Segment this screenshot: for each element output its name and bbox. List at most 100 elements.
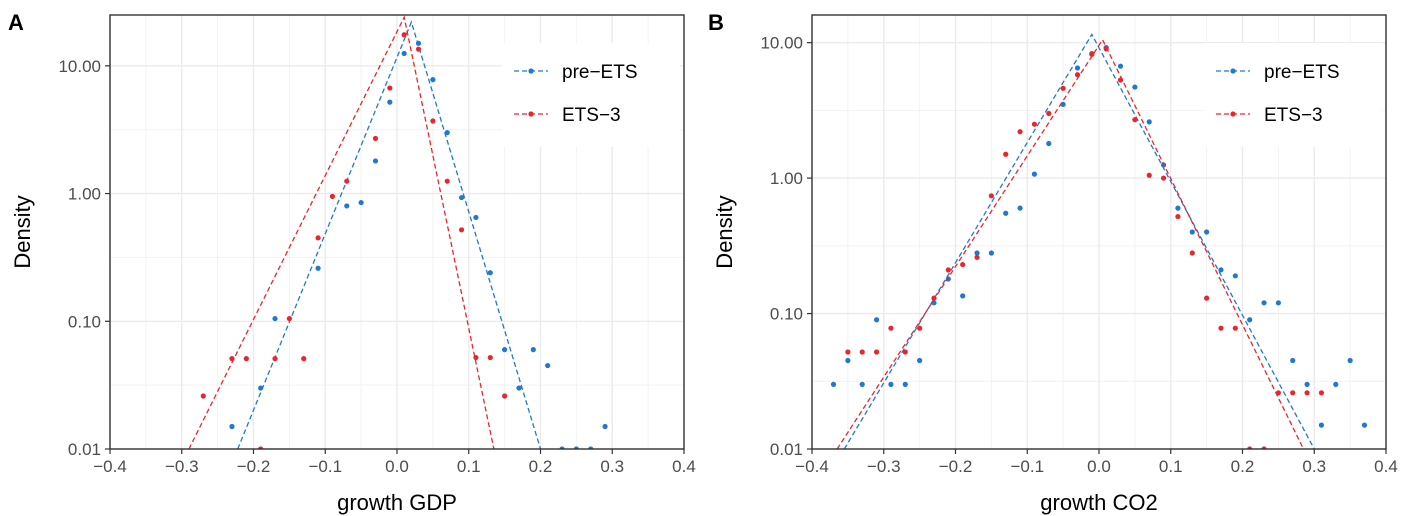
panel-b-series-ets-3-point — [873, 349, 880, 355]
panel-b-series-ets-3-point — [1318, 390, 1325, 396]
panel-b-series-pre-ets-point — [845, 357, 851, 364]
panel-a-x-tick-label: −0.2 — [237, 457, 271, 476]
panel-b-series-ets-3-point — [960, 261, 966, 268]
panel-b-series-ets-3-point — [1160, 175, 1167, 181]
panel-b-x-tick-label: 0.2 — [1231, 457, 1255, 476]
panel-b-series-pre-ets-point — [974, 250, 980, 256]
panel-b-series-ets-3-point — [1060, 85, 1066, 91]
panel-b-series-ets-3-point — [1275, 390, 1281, 396]
panel-a-y-tick-label: 10.00 — [58, 57, 101, 76]
panel-b-series-pre-ets-point — [859, 381, 865, 387]
panel-b-series-pre-ets-point — [1189, 229, 1195, 235]
panel-b-series-ets-3-point — [1175, 213, 1181, 220]
panel-a-legend-box — [502, 43, 680, 147]
panel-b-y-tick-label: 10.00 — [760, 34, 803, 53]
panel-b-series-pre-ets-point — [1261, 300, 1267, 306]
panel-a-series-pre-ets-point — [516, 385, 522, 391]
panel-b-series-pre-ets-point — [1347, 357, 1353, 364]
panel-a-series-ets-3-point — [415, 46, 422, 52]
panel-a-series-ets-3-point — [387, 85, 393, 91]
panel-b-series-pre-ets-point — [1074, 65, 1081, 71]
panel-a-x-tick-label: −0.3 — [165, 457, 199, 476]
panel-b-x-tick-label: −0.3 — [867, 457, 901, 476]
panel-a-series-ets-3-point — [344, 178, 350, 184]
panel-a-series-ets-3-point — [372, 135, 379, 142]
panel-a-legend-key-point — [528, 68, 534, 74]
panel-b-legend-label: pre−ETS — [1264, 62, 1340, 83]
panel-a-data-layer — [188, 15, 608, 449]
panel-b-series-ets-3-point — [1204, 295, 1210, 301]
panel-a-x-tick-label: 0.4 — [672, 457, 696, 476]
panel-b-series-ets-3-point — [1218, 325, 1224, 331]
panel-a-series-pre-ets-point — [545, 362, 551, 369]
panel-b-series-pre-ets-point — [1003, 210, 1009, 216]
panel-b-series-ets-3-point — [974, 254, 980, 260]
panel-b-legend-key-point — [1230, 111, 1236, 117]
panel-a-x-tick-label: 0.3 — [600, 457, 624, 476]
panel-b-series-pre-ets-point — [888, 381, 894, 387]
panel-b-x-tick-label: −0.4 — [795, 457, 829, 476]
panel-a-y-axis: 0.01 0.10 1.00 10.00 Density — [10, 57, 110, 459]
panel-b-legend-item: ETS−3 — [1216, 105, 1323, 126]
panel-b-series-pre-ets-point — [1117, 63, 1124, 69]
panel-b-series-ets-3-point — [1017, 129, 1023, 135]
panel-a-series-ets-3-point — [272, 356, 278, 362]
panel-b-y-tick-label: 0.01 — [770, 440, 803, 459]
panel-a-series-ets-3-point — [329, 193, 336, 199]
panel-b-series-ets-3 — [836, 38, 1325, 449]
panel-b-legend: pre−ETS ETS−3 — [1204, 43, 1382, 147]
panel-a-series-ets-3-fit-line — [188, 15, 495, 449]
panel-a-series-ets-3-point — [243, 356, 249, 362]
panel-a-series-ets-3 — [188, 15, 508, 449]
panel-a-series-pre-ets-point — [358, 199, 364, 206]
panel-b-series-ets-3-point — [1232, 325, 1238, 331]
panel-b-series-pre-ets-point — [917, 357, 923, 364]
panel-a-legend-key-point — [528, 111, 534, 117]
panel-a-series-ets-3-point — [458, 227, 465, 233]
panel-b-legend-label: ETS−3 — [1264, 105, 1323, 126]
panel-b-series-pre-ets-point — [1333, 381, 1339, 387]
panel-b-series-pre-ets-point — [873, 317, 880, 323]
panel-b-series-ets-3-point — [1003, 151, 1009, 157]
panel-b-series-ets-3-point — [1046, 110, 1052, 117]
panel-b-x-axis-title: growth CO2 — [1040, 490, 1157, 515]
panel-a-series-ets-3-point — [430, 118, 436, 124]
panel-a-legend-item: pre−ETS — [514, 62, 638, 83]
panel-b-series-pre-ets-point — [1204, 229, 1210, 235]
panel-b-series-ets-3-point — [1089, 51, 1095, 57]
panel-a-series-pre-ets-point — [415, 40, 422, 46]
panel-a-series-ets-3-point — [401, 32, 407, 38]
panel-a-series-ets-3-point — [200, 393, 206, 399]
panel-b-series-pre-ets-point — [1146, 119, 1152, 125]
panel-b-x-tick-label: 0.3 — [1302, 457, 1326, 476]
panel-a-series-ets-3-point — [444, 178, 450, 184]
panel-b-y-axis: 0.01 0.10 1.00 10.00 Density — [712, 34, 812, 459]
panel-a-series-pre-ets-point — [229, 423, 235, 430]
panel-b-series-ets-3-point — [902, 349, 908, 355]
panel-a-series-ets-3-point — [229, 356, 235, 362]
panel-b-series-pre-ets-point — [1017, 205, 1023, 211]
panel-a-series-pre-ets — [229, 20, 608, 449]
panel-a-series-pre-ets-point — [487, 270, 493, 276]
panel-b-series-pre-ets-point — [1175, 205, 1181, 211]
panel-a-series-pre-ets-point — [458, 194, 465, 201]
panel-b-series-pre-ets-point — [1046, 140, 1052, 147]
panel-b-x-tick-label: 0.0 — [1087, 457, 1111, 476]
panel-b-y-tick-label: 1.00 — [770, 169, 803, 188]
panel-a-x-tick-label: −0.4 — [93, 457, 127, 476]
panel-b-data-layer — [830, 33, 1368, 449]
panel-a-series-ets-3-point — [487, 354, 493, 361]
panel-a-x-axis-title: growth GDP — [337, 490, 457, 515]
panel-a-series-pre-ets-point — [315, 265, 321, 271]
panel-a-y-tick-label: 0.01 — [68, 440, 101, 459]
panel-a-series-pre-ets-point — [530, 347, 536, 353]
panel-b-x-tick-label: −0.2 — [939, 457, 973, 476]
panel-b-series-ets-3-point — [988, 193, 994, 199]
panel-b-series-ets-3-point — [1103, 46, 1109, 52]
panel-b-series-pre-ets-point — [1132, 84, 1138, 90]
panel-b-series-ets-3-point — [845, 349, 851, 355]
panel-a-series-pre-ets-fit-line — [237, 20, 542, 449]
panel-b-series-ets-3-point — [1132, 117, 1138, 123]
